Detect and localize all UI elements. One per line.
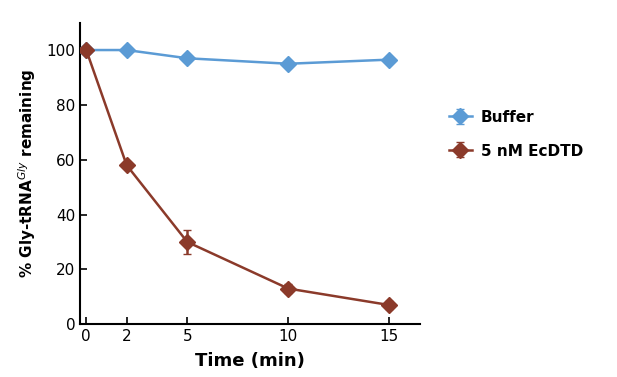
X-axis label: Time (min): Time (min) <box>195 352 305 371</box>
Y-axis label: % Gly-tRNA$^{Gly}$ remaining: % Gly-tRNA$^{Gly}$ remaining <box>17 69 38 278</box>
Legend: Buffer, 5 nM EcDTD: Buffer, 5 nM EcDTD <box>444 106 587 163</box>
